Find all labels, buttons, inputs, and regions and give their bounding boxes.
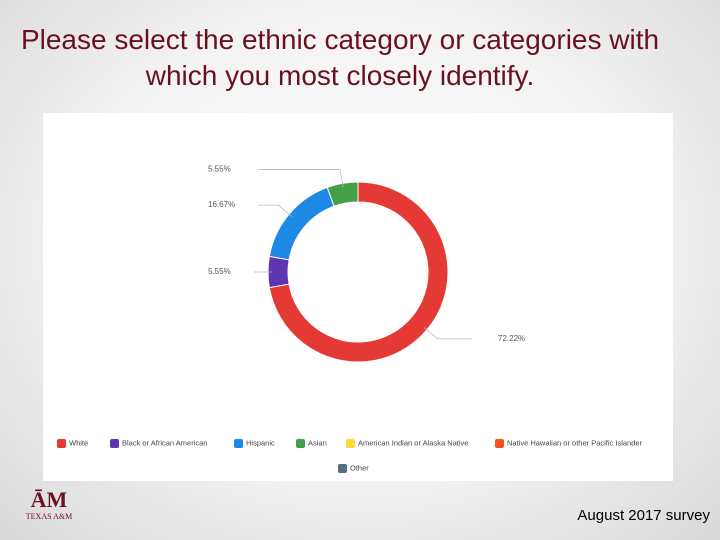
logo-name: TEXAS A&M <box>25 512 73 521</box>
legend-swatch <box>110 439 119 448</box>
legend-swatch <box>495 439 504 448</box>
leader-line <box>258 169 344 188</box>
chart-panel <box>43 113 673 481</box>
legend-label: White <box>69 438 88 447</box>
legend-swatch <box>338 464 347 473</box>
leader-line <box>423 326 472 340</box>
legend-label: Asian <box>308 438 327 447</box>
data-label: 16.67% <box>208 200 235 209</box>
legend-label: American Indian or Alaska Native <box>358 438 468 447</box>
legend-label: Black or African American <box>122 438 207 447</box>
legend-swatch <box>296 439 305 448</box>
donut-slice <box>326 181 359 207</box>
data-label: 5.55% <box>208 165 231 174</box>
data-label: 5.55% <box>208 267 231 276</box>
leader-line <box>258 204 293 218</box>
legend-swatch <box>346 439 355 448</box>
legend-label: Native Hawaiian or other Pacific Islande… <box>507 438 643 447</box>
legend-label: Other <box>350 463 369 472</box>
legend-swatch <box>234 439 243 448</box>
legend-swatch <box>57 439 66 448</box>
legend-label: Hispanic <box>246 438 275 447</box>
slide-title: Please select the ethnic category or cat… <box>20 24 660 91</box>
logo: ĀM TEXAS A&M <box>22 488 76 522</box>
data-label: 72.22% <box>498 334 525 343</box>
footer: August 2017 survey <box>577 507 710 524</box>
donut-slice <box>268 181 449 363</box>
logo-mark: ĀM <box>30 487 68 512</box>
